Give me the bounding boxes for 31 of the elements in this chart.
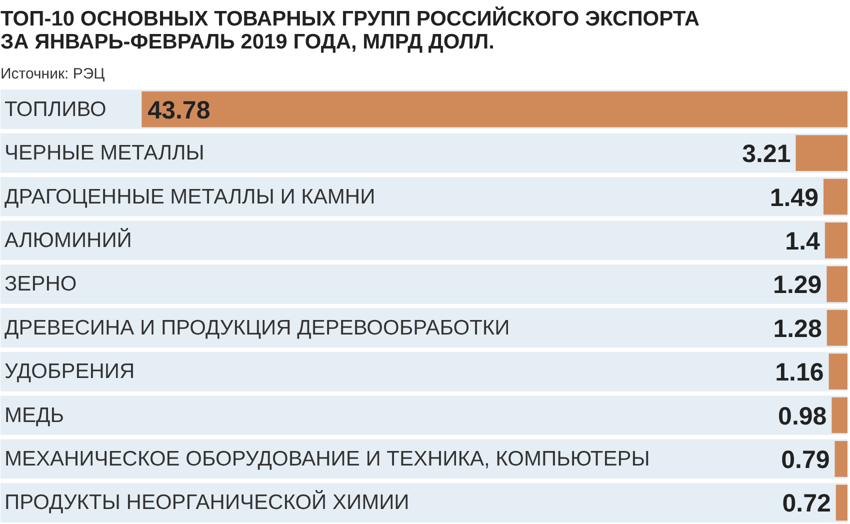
y-tick-label: МЕХАНИЧЕСКОЕ ОБОРУДОВАНИЕ И ТЕХНИКА, КОМПЬЮТЕРЫ: [4, 447, 650, 470]
y-tick-label: ТОПЛИВО: [4, 98, 106, 121]
y-tick-label: ЗЕРНО: [4, 272, 77, 296]
y-tick-label: ДРЕВЕСИНА И ПРОДУКЦИЯ ДЕРЕВООБРАБОТКИ: [4, 316, 510, 340]
data-label: 1.4: [785, 227, 820, 256]
bar: [834, 441, 848, 477]
y-tick-label: ЧЕРНЫЕ МЕТАЛЛЫ: [4, 142, 204, 165]
bar: [828, 354, 848, 390]
y-tick-label: АЛЮМИНИЙ: [4, 228, 132, 252]
chart-title: ТОП-10 ОСНОВНЫХ ТОВАРНЫХ ГРУПП РОССИЙСКОГО ЭКСПОРТА ЗА ЯНВАРЬ-ФЕВРАЛЬ 2019 ГОДА, МЛРД ДОЛЛ.: [0, 6, 700, 54]
y-tick-label: МЕДЬ: [4, 404, 64, 427]
y-tick-label: УДОБРЕНИЯ: [4, 360, 135, 384]
data-label: 1.16: [775, 358, 824, 387]
bar: [824, 222, 848, 258]
data-label: 0.72: [782, 490, 831, 518]
data-label: 1.29: [773, 271, 822, 300]
data-label: 3.21: [742, 140, 791, 168]
y-tick-label: ДРАГОЦЕННЫЕ МЕТАЛЛЫ И КАМНИ: [4, 185, 376, 208]
data-label: 0.98: [778, 402, 827, 430]
data-label: 43.78: [148, 96, 210, 124]
bar: [796, 135, 848, 171]
bar: [826, 310, 848, 346]
bar: [832, 397, 848, 434]
bar: [836, 484, 848, 521]
y-tick-label: ПРОДУКТЫ НЕОРГАНИЧЕСКОЙ ХИМИИ: [4, 490, 410, 514]
data-label: 1.49: [770, 184, 818, 212]
bar: [826, 266, 848, 302]
data-label: 1.28: [773, 314, 822, 343]
text: Источник: РЭЦ: [0, 66, 105, 82]
bar: [823, 178, 848, 215]
data-label: 0.79: [781, 446, 830, 474]
